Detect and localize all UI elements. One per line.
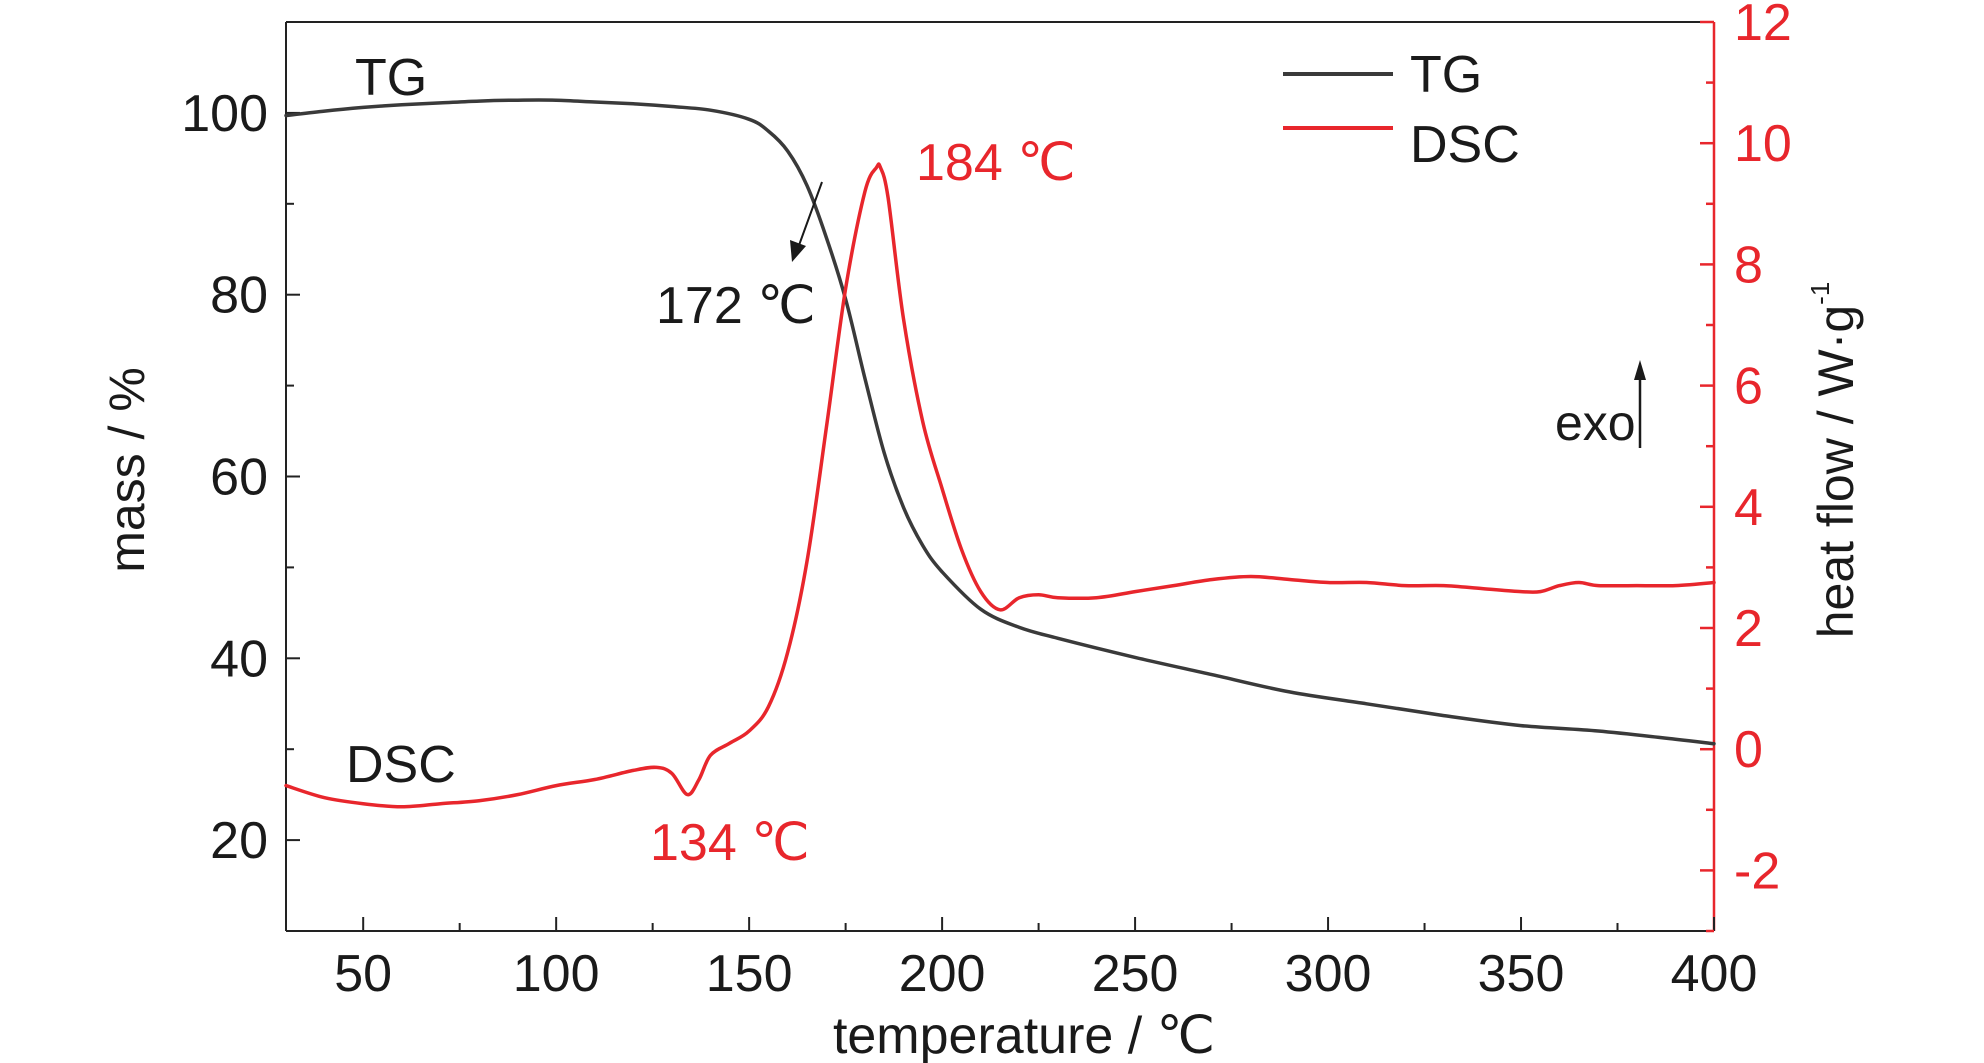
y-right-axis-ticks: -2 0 2 4 6 8 10 12 <box>1700 0 1792 933</box>
series-line-tg <box>284 98 1716 746</box>
series-line-dsc <box>284 162 1716 809</box>
y-left-axis-title: mass / % <box>99 367 155 573</box>
y-right-tick-label: 0 <box>1734 721 1763 779</box>
y-left-axis-ticks: 20 40 60 80 100 <box>181 21 300 870</box>
x-tick-label: 100 <box>513 945 600 1003</box>
legend: TG DSC <box>1283 46 1520 174</box>
onset-arrow <box>790 181 823 262</box>
y-left-tick-label: 20 <box>210 812 268 870</box>
y-left-tick-label: 60 <box>210 449 268 507</box>
annotation-peak-184: 184 ℃ <box>916 134 1076 192</box>
y-right-tick-label: -2 <box>1734 842 1780 900</box>
x-tick-label: 400 <box>1671 945 1758 1003</box>
annotation-onset-172: 172 ℃ <box>656 277 816 335</box>
y-right-tick-label: 10 <box>1734 115 1792 173</box>
y-right-axis-title-superscript: -1 <box>1805 282 1835 305</box>
y-right-tick-label: 2 <box>1734 600 1763 658</box>
x-tick-label: 150 <box>706 945 793 1003</box>
y-left-tick-label: 80 <box>210 267 268 325</box>
y-right-tick-label: 8 <box>1734 236 1763 294</box>
legend-label-tg: TG <box>1410 46 1482 104</box>
y-right-tick-label: 4 <box>1734 479 1763 537</box>
y-right-tick-label: 6 <box>1734 358 1763 416</box>
series-layer <box>284 98 1716 809</box>
x-tick-label: 200 <box>899 945 986 1003</box>
exo-arrow-icon <box>1634 360 1646 448</box>
x-tick-label: 350 <box>1478 945 1565 1003</box>
x-tick-label: 250 <box>1092 945 1179 1003</box>
y-right-tick-label: 12 <box>1734 0 1792 52</box>
y-left-tick-label: 100 <box>181 85 268 143</box>
svg-text:heat flow / W·g-1: heat flow / W·g-1 <box>1805 282 1864 639</box>
y-right-axis-title-group: heat flow / W·g-1 <box>1805 282 1864 639</box>
x-axis-title: temperature / ℃ <box>833 1007 1215 1063</box>
x-tick-label: 50 <box>334 945 392 1003</box>
annotation-tg-curve-label: TG <box>355 49 427 107</box>
x-tick-label: 300 <box>1285 945 1372 1003</box>
x-axis-ticks: 50 100 150 200 250 300 350 400 <box>334 917 1757 1003</box>
y-right-axis-title: heat flow / W·g <box>1808 305 1864 638</box>
annotation-dsc-curve-label: DSC <box>346 736 456 794</box>
annotation-endo-134: 134 ℃ <box>650 814 810 872</box>
legend-label-dsc: DSC <box>1410 116 1520 174</box>
annotation-exo: exo <box>1555 395 1636 451</box>
y-left-tick-label: 40 <box>210 630 268 688</box>
